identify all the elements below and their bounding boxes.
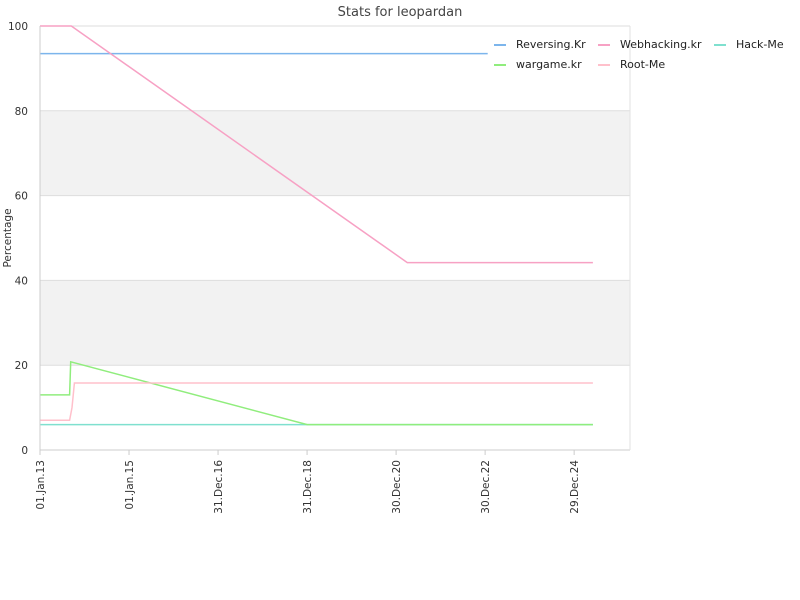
grid-band [40, 280, 630, 366]
grid-bands [40, 110, 630, 366]
legend-item[interactable]: Reversing.Kr [494, 38, 586, 51]
x-tick-label: 01.Jan.13 [35, 460, 47, 510]
series-line-root-me [40, 382, 593, 422]
grid-lines [40, 25, 630, 451]
x-tick-label: 31.Dec.16 [213, 460, 225, 514]
grid-band [40, 110, 630, 196]
y-tick-labels: 0 20 40 60 80 100 [8, 21, 28, 457]
legend-label: Reversing.Kr [516, 38, 586, 51]
legend-label: Webhacking.kr [620, 38, 702, 51]
legend-item[interactable]: Webhacking.kr [598, 38, 702, 51]
x-tick-label: 30.Dec.22 [480, 460, 492, 514]
x-tick-label: 01.Jan.15 [124, 460, 136, 510]
legend-item[interactable]: Root-Me [598, 58, 665, 71]
series-lines [40, 25, 593, 426]
legend-label: Root-Me [620, 58, 665, 71]
y-axis-label: Percentage [2, 208, 14, 267]
x-tick-label: 30.Dec.20 [391, 460, 403, 514]
legend: Reversing.Kr Webhacking.kr Hack-Me wargame.… [494, 38, 784, 71]
x-tick-labels: 01.Jan.13 01.Jan.15 31.Dec.16 31.Dec.18 30.D… [35, 460, 581, 514]
y-tick-label: 20 [15, 360, 28, 372]
y-tick-label: 40 [15, 275, 28, 287]
legend-item[interactable]: Hack-Me [714, 38, 784, 51]
series-line-webhacking-kr [40, 25, 593, 264]
series-line-wargame-kr [40, 360, 593, 426]
y-tick-label: 80 [15, 106, 28, 118]
y-tick-label: 100 [8, 21, 28, 33]
y-tick-label: 0 [21, 445, 28, 457]
y-tick-label: 60 [15, 191, 28, 203]
axes [39, 26, 631, 455]
x-tick-label: 31.Dec.18 [302, 460, 314, 514]
legend-label: Hack-Me [736, 38, 784, 51]
chart-title: Stats for leopardan [338, 5, 463, 20]
legend-label: wargame.kr [516, 58, 582, 71]
x-tick-label: 29.Dec.24 [569, 460, 581, 514]
legend-item[interactable]: wargame.kr [494, 58, 582, 71]
